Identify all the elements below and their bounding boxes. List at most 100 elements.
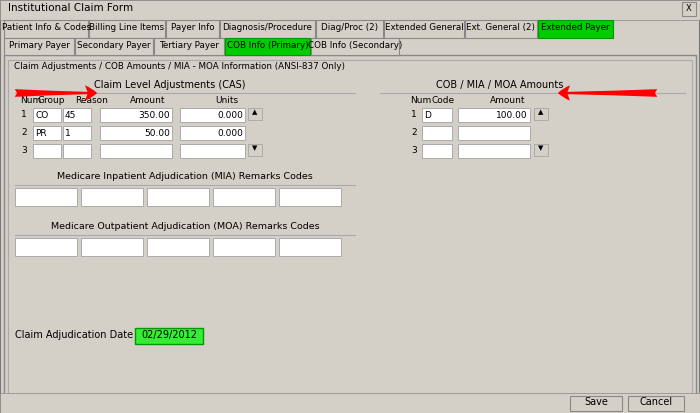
Bar xyxy=(538,20,613,38)
Text: 1: 1 xyxy=(21,110,27,119)
Text: COB Info (Secondary): COB Info (Secondary) xyxy=(308,41,402,50)
Text: Amount: Amount xyxy=(490,96,526,105)
Bar xyxy=(0,0,700,20)
Bar xyxy=(81,188,143,206)
Text: 3: 3 xyxy=(21,146,27,155)
Bar xyxy=(63,108,91,122)
Bar xyxy=(422,108,452,122)
Bar xyxy=(279,188,341,206)
Bar xyxy=(63,126,91,140)
Bar xyxy=(4,55,696,409)
Text: Group: Group xyxy=(38,96,66,105)
Bar xyxy=(166,20,219,38)
Text: ▲: ▲ xyxy=(252,109,258,115)
Text: 3: 3 xyxy=(411,146,417,155)
Text: Secondary Payer: Secondary Payer xyxy=(77,41,150,50)
Text: Claim Adjustments / COB Amounts / MIA - MOA Information (ANSI-837 Only): Claim Adjustments / COB Amounts / MIA - … xyxy=(14,62,345,71)
Bar xyxy=(465,20,537,38)
Text: 100.00: 100.00 xyxy=(496,111,528,119)
Bar xyxy=(422,126,452,140)
Bar xyxy=(0,393,700,413)
Bar xyxy=(180,144,245,158)
Bar xyxy=(147,238,209,256)
Text: Reason: Reason xyxy=(75,96,108,105)
Text: 02/29/2012: 02/29/2012 xyxy=(141,330,197,340)
Bar xyxy=(458,108,530,122)
Bar xyxy=(81,238,143,256)
Text: 45: 45 xyxy=(65,111,76,119)
Text: Save: Save xyxy=(584,397,608,407)
Bar xyxy=(33,144,61,158)
Bar xyxy=(15,238,77,256)
Text: 350.00: 350.00 xyxy=(139,111,170,119)
Bar xyxy=(458,126,530,140)
Bar xyxy=(4,20,88,38)
Text: ▼: ▼ xyxy=(538,145,544,151)
Text: Claim Adjudication Date: Claim Adjudication Date xyxy=(15,330,133,340)
Bar xyxy=(180,108,245,122)
Text: Institutional Claim Form: Institutional Claim Form xyxy=(8,3,133,13)
Bar xyxy=(63,144,91,158)
Text: 50.00: 50.00 xyxy=(144,128,170,138)
Bar xyxy=(213,238,275,256)
Bar xyxy=(248,144,262,156)
Bar xyxy=(15,188,77,206)
Text: Payer Info: Payer Info xyxy=(171,23,214,32)
Bar xyxy=(135,328,203,344)
Text: Primary Payer: Primary Payer xyxy=(8,41,69,50)
Text: 2: 2 xyxy=(21,128,27,137)
Bar xyxy=(100,108,172,122)
Text: Medicare Inpatient Adjudication (MIA) Remarks Codes: Medicare Inpatient Adjudication (MIA) Re… xyxy=(57,172,313,181)
Bar xyxy=(180,126,245,140)
Text: 2: 2 xyxy=(411,128,416,137)
Text: Ext. General (2): Ext. General (2) xyxy=(466,23,536,32)
Text: Amount: Amount xyxy=(130,96,165,105)
Text: ▼: ▼ xyxy=(252,145,258,151)
Text: X: X xyxy=(686,4,692,13)
Bar xyxy=(4,38,74,55)
Bar xyxy=(534,144,548,156)
Text: ▲: ▲ xyxy=(538,109,544,115)
Text: Tertiary Payer: Tertiary Payer xyxy=(159,41,219,50)
Bar xyxy=(147,188,209,206)
Text: 1: 1 xyxy=(411,110,417,119)
Bar xyxy=(154,38,224,55)
Bar xyxy=(316,20,383,38)
Bar xyxy=(100,144,172,158)
Text: D: D xyxy=(424,111,431,119)
Text: COB Info (Primary): COB Info (Primary) xyxy=(227,41,308,50)
Bar xyxy=(225,38,310,55)
Text: Medicare Outpatient Adjudication (MOA) Remarks Codes: Medicare Outpatient Adjudication (MOA) R… xyxy=(50,222,319,231)
Bar xyxy=(75,38,153,55)
Text: 0.000: 0.000 xyxy=(217,111,243,119)
Bar xyxy=(8,60,692,398)
Bar xyxy=(311,38,399,55)
Bar xyxy=(534,108,548,120)
Bar xyxy=(384,20,464,38)
Bar xyxy=(458,144,530,158)
Text: CO: CO xyxy=(35,111,48,119)
Text: 1: 1 xyxy=(65,128,71,138)
Text: Num: Num xyxy=(410,96,431,105)
Bar xyxy=(628,396,684,411)
Text: Extended General: Extended General xyxy=(384,23,463,32)
Bar xyxy=(100,126,172,140)
Text: 0.000: 0.000 xyxy=(217,128,243,138)
Bar xyxy=(89,20,165,38)
Bar xyxy=(213,188,275,206)
Text: Code: Code xyxy=(432,96,455,105)
Text: Diagnosis/Procedure: Diagnosis/Procedure xyxy=(223,23,312,32)
Bar xyxy=(279,238,341,256)
Text: Cancel: Cancel xyxy=(639,397,673,407)
Bar xyxy=(682,2,696,16)
Bar xyxy=(422,144,452,158)
Text: Billing Line Items: Billing Line Items xyxy=(90,23,164,32)
Text: COB / MIA / MOA Amounts: COB / MIA / MOA Amounts xyxy=(436,80,564,90)
Text: PR: PR xyxy=(35,128,47,138)
Text: Extended Payer: Extended Payer xyxy=(541,23,610,32)
Bar xyxy=(33,126,61,140)
Text: Num: Num xyxy=(20,96,41,105)
Text: Diag/Proc (2): Diag/Proc (2) xyxy=(321,23,378,32)
Bar xyxy=(220,20,315,38)
Bar xyxy=(570,396,622,411)
